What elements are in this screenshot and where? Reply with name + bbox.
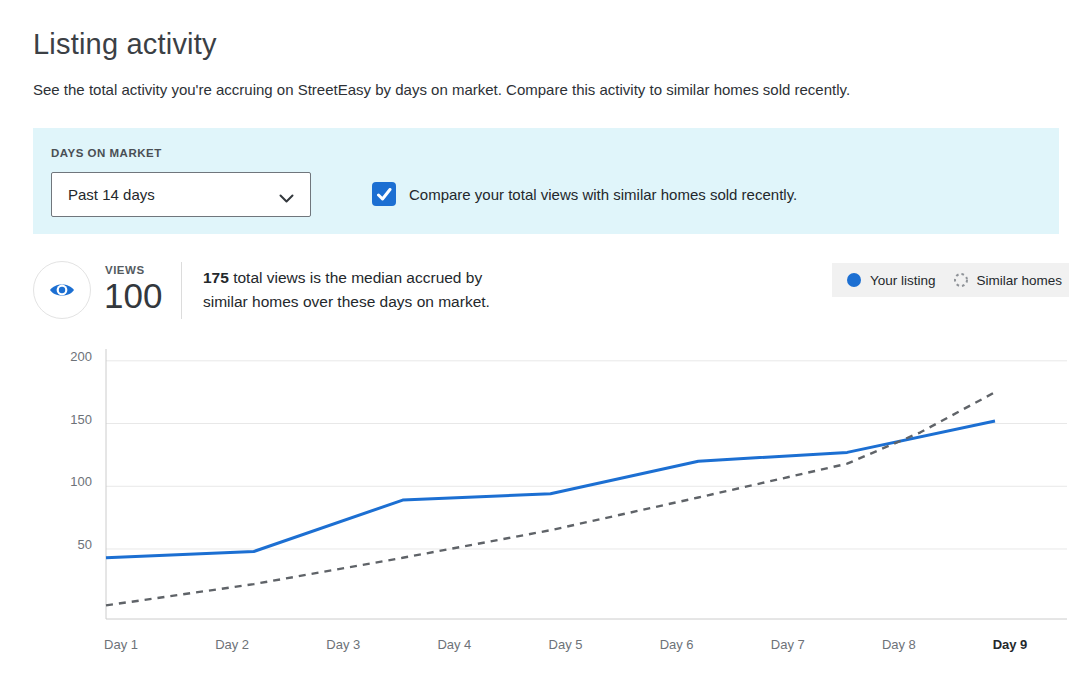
views-description: 175 total views is the median accrued by… <box>203 266 503 314</box>
legend-similar-homes-label: Similar homes <box>977 273 1063 288</box>
divider <box>181 262 182 319</box>
checkmark-icon <box>377 188 392 201</box>
legend-similar-homes[interactable]: Similar homes <box>953 272 1063 288</box>
legend-your-listing-label: Your listing <box>870 273 936 288</box>
series-line-similar-homes-median <box>106 392 995 605</box>
compare-checkbox-label[interactable]: Compare your total views with similar ho… <box>409 186 797 203</box>
chevron-down-icon <box>279 190 294 208</box>
x-axis-tick-label: Day 8 <box>844 637 954 653</box>
eye-icon <box>49 280 75 300</box>
line-chart: 50100150200Day 1Day 2Day 3Day 4Day 5Day … <box>0 345 1092 670</box>
median-views-value: 175 <box>203 269 229 286</box>
page-subtitle: See the total activity you're accruing o… <box>33 81 850 98</box>
solid-dot-icon <box>846 272 862 288</box>
series-line-your-listing <box>106 421 995 558</box>
views-icon-badge <box>33 261 91 319</box>
compare-checkbox[interactable] <box>372 182 396 206</box>
dropdown-selected-value: Past 14 days <box>68 173 155 216</box>
x-axis-tick-label: Day 9 <box>955 637 1065 653</box>
chart-canvas <box>0 345 1092 670</box>
dashed-circle-icon <box>953 272 969 288</box>
days-on-market-label: DAYS ON MARKET <box>51 147 162 159</box>
days-on-market-panel: DAYS ON MARKET Past 14 days Compare your… <box>33 128 1059 234</box>
x-axis-tick-label: Day 2 <box>177 637 287 653</box>
x-axis-tick-label: Day 4 <box>399 637 509 653</box>
x-axis-tick-label: Day 3 <box>288 637 398 653</box>
x-axis-tick-label: Day 7 <box>733 637 843 653</box>
page-title: Listing activity <box>33 28 217 61</box>
legend-your-listing[interactable]: Your listing <box>846 272 936 288</box>
days-on-market-dropdown[interactable]: Past 14 days <box>51 172 311 217</box>
views-metric-value: 100 <box>104 276 162 316</box>
chart-legend: Your listing Similar homes <box>832 263 1069 297</box>
x-axis-tick-label: Day 1 <box>66 637 176 653</box>
x-axis-tick-label: Day 5 <box>511 637 621 653</box>
views-metric-label: VIEWS <box>105 264 145 276</box>
x-axis-tick-label: Day 6 <box>622 637 732 653</box>
